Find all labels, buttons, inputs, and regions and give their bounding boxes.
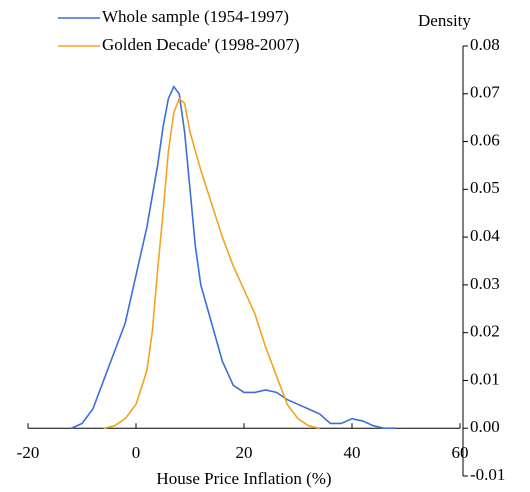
x-tick-label: 60: [452, 443, 469, 462]
y-tick-label: 0.06: [470, 130, 500, 149]
y-tick-label: 0.01: [470, 369, 500, 388]
x-tick-label: 40: [344, 443, 361, 462]
x-tick-label: -20: [17, 443, 40, 462]
y-tick-label: 0.04: [470, 226, 500, 245]
y-tick-label: 0.07: [470, 83, 500, 102]
y-tick-label: 0.02: [470, 322, 500, 341]
y-tick-label: 0.00: [470, 417, 500, 436]
y-axis-label: Density: [418, 11, 471, 30]
y-tick-label: 0.05: [470, 178, 500, 197]
y-tick-label: 0.08: [470, 35, 500, 54]
legend-label: Whole sample (1954-1997): [102, 7, 289, 26]
y-tick-label: -0.01: [470, 465, 505, 484]
legend-label: Golden Decade' (1998-2007): [102, 35, 300, 54]
y-tick-label: 0.03: [470, 274, 500, 293]
x-axis-label: House Price Inflation (%): [156, 469, 331, 488]
density-line: [70, 85, 396, 430]
density-line: [103, 97, 320, 430]
x-tick-label: 0: [132, 443, 141, 462]
x-tick-label: 20: [236, 443, 253, 462]
